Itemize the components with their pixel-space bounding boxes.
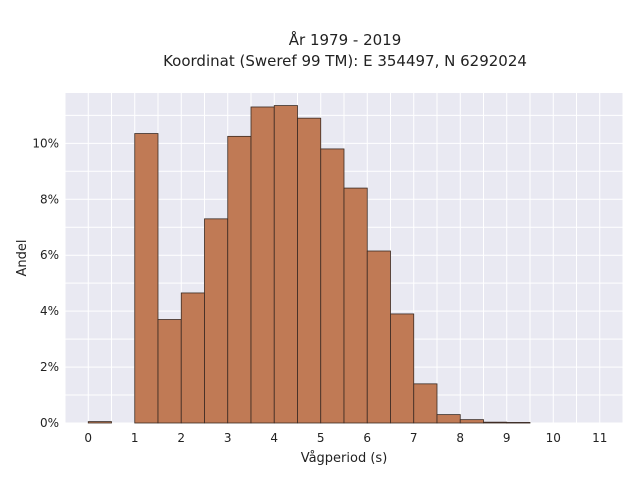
histogram-bar	[273, 105, 298, 424]
histogram-bar	[320, 148, 345, 424]
y-tick-label: 6%	[40, 248, 59, 262]
y-tick-label: 10%	[32, 136, 59, 150]
histogram-bar	[483, 421, 508, 424]
x-tick-label: 9	[503, 431, 511, 445]
histogram-bar	[134, 133, 159, 424]
x-tick-label: 0	[84, 431, 92, 445]
histogram-bar	[413, 383, 438, 424]
x-tick-label: 6	[363, 431, 371, 445]
x-tick-label: 11	[592, 431, 607, 445]
y-tick-label: 2%	[40, 360, 59, 374]
y-tick-label: 8%	[40, 192, 59, 206]
x-tick-label: 5	[317, 431, 325, 445]
histogram-bar	[390, 313, 415, 424]
x-tick-labels: 0 1 2 3 4 5 6 7 8 9 10 11	[84, 431, 607, 445]
x-tick-label: 7	[410, 431, 418, 445]
histogram-bar	[297, 117, 322, 424]
histogram-bar	[87, 421, 112, 424]
histogram-bar	[227, 135, 252, 424]
x-tick-label: 1	[131, 431, 139, 445]
histogram-bar	[157, 319, 182, 424]
histogram-bar	[459, 419, 484, 424]
histogram-bar	[250, 106, 275, 424]
y-axis-label: Andel	[15, 240, 30, 277]
y-tick-labels: 0% 2% 4% 6% 8% 10%	[32, 136, 59, 430]
histogram-bar	[436, 414, 461, 424]
x-tick-label: 2	[177, 431, 185, 445]
x-tick-label: 8	[456, 431, 464, 445]
histogram-bar	[180, 292, 205, 424]
bars-layer	[87, 105, 531, 424]
histogram-bar	[366, 250, 391, 424]
x-tick-label: 10	[546, 431, 561, 445]
histogram-bar	[506, 422, 531, 424]
y-tick-label: 0%	[40, 416, 59, 430]
histogram-bar	[343, 187, 368, 424]
x-tick-label: 3	[224, 431, 232, 445]
chart-title-line-2: Koordinat (Sweref 99 TM): E 354497, N 62…	[163, 52, 527, 70]
chart-title-line-1: År 1979 - 2019	[289, 30, 402, 49]
x-axis-label: Vågperiod (s)	[301, 451, 388, 466]
x-tick-label: 4	[270, 431, 278, 445]
y-tick-label: 4%	[40, 304, 59, 318]
histogram-bar	[204, 218, 229, 424]
